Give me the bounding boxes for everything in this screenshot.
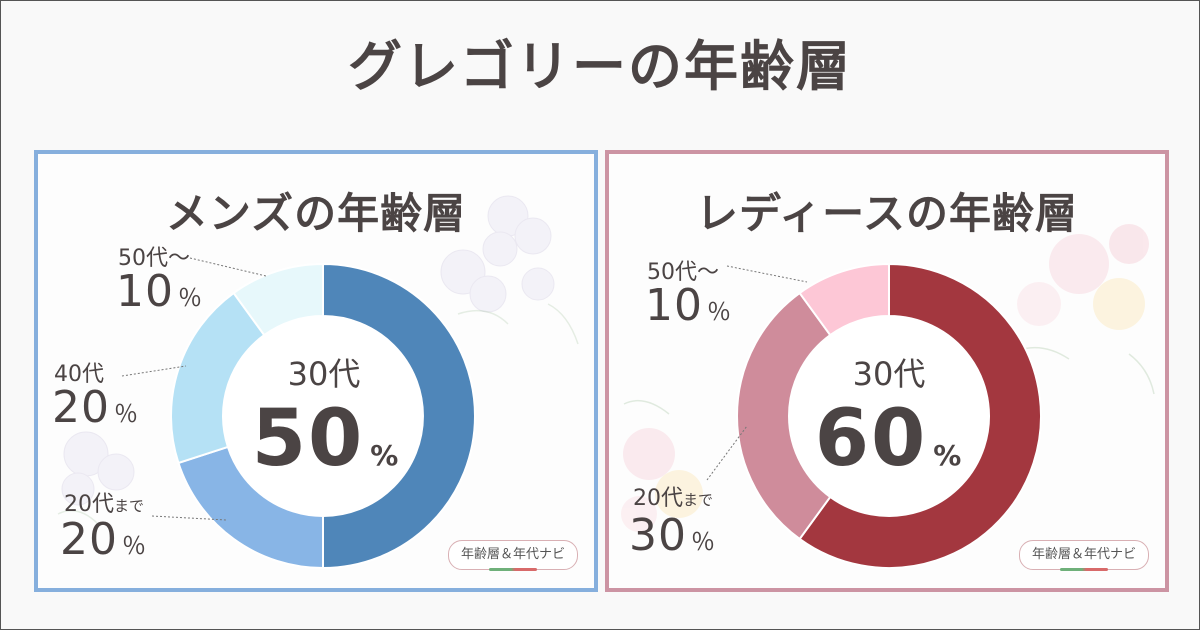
credit-badge-women: 年齢層＆年代ナビ: [1019, 540, 1149, 571]
men-leader-line-2: [151, 515, 227, 521]
men-label-40s-name: 40代: [54, 362, 104, 387]
page-title: グレゴリーの年齢層: [348, 35, 852, 98]
men-slice-3: [232, 262, 324, 337]
men-donut-chart: [121, 257, 476, 570]
credit-badge-men: 年齢層＆年代ナビ: [448, 540, 578, 571]
women-chart-title: レディースの年齢層: [696, 189, 1078, 238]
women-center-category: 30代: [852, 355, 926, 393]
women-panel: レディースの年齢層 50代～ 10 ％ 20代まで 30 ％ 30代 60% 年齢層…: [605, 150, 1169, 592]
men-label-20s-name: 20代まで: [64, 492, 145, 517]
women-slice-2: [798, 262, 890, 337]
women-label-20s-value: 30 ％: [629, 510, 716, 561]
women-label-50s-value: 10 ％: [645, 280, 732, 331]
women-leader-line-1: [706, 425, 748, 481]
women-label-50s-name: 50代～: [647, 260, 719, 285]
men-label-50s-name: 50代～: [118, 246, 190, 271]
men-label-50s-value: 10 ％: [116, 266, 203, 317]
women-center-value: 60%: [814, 394, 964, 484]
women-label-20s-name: 20代まで: [633, 486, 714, 511]
flower-decoration-women: [621, 224, 1155, 532]
men-label-40s-value: 20 ％: [52, 382, 139, 433]
flower-decoration-men: [57, 195, 579, 525]
women-donut-hole: [789, 316, 989, 516]
men-donut-hole: [223, 316, 423, 516]
men-panel: メンズの年齢層 50代～ 10 ％ 40代 20 ％ 20代まで 20 ％ 30代 5…: [34, 150, 598, 592]
men-leader-line-1: [121, 365, 187, 377]
women-donut-chart: [706, 262, 1042, 569]
men-center-value: 50%: [251, 394, 401, 484]
men-leader-line-0: [189, 257, 267, 277]
men-label-20s-value: 20 ％: [60, 514, 147, 565]
women-leader-line-0: [726, 265, 808, 283]
men-chart-title: メンズの年齢層: [165, 189, 467, 238]
men-center-category: 30代: [287, 355, 361, 393]
